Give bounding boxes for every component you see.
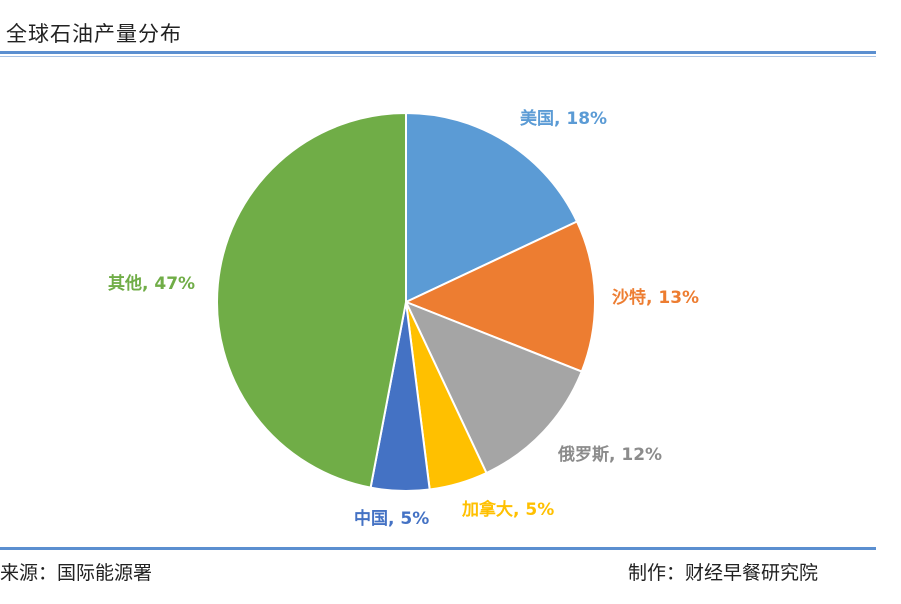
slice-label-2: 俄罗斯, 12% bbox=[557, 444, 662, 465]
pie-slice-1 bbox=[403, 220, 596, 373]
slice-label-5: 其他, 47% bbox=[108, 273, 195, 294]
slice-label-0: 美国, 18% bbox=[520, 108, 607, 129]
slice-label-4: 中国, 5% bbox=[354, 508, 429, 529]
chart-title: 全球石油产量分布 bbox=[6, 22, 182, 46]
slice-label-1: 沙特, 13% bbox=[612, 287, 699, 308]
pie-slice-0 bbox=[405, 111, 579, 304]
slice-label-3: 加拿大, 5% bbox=[461, 499, 554, 520]
header-divider bbox=[0, 51, 876, 54]
pie-slice-2 bbox=[404, 300, 584, 475]
pie-slice-5 bbox=[216, 111, 407, 489]
footer-divider bbox=[0, 547, 876, 550]
header-divider-thin bbox=[0, 56, 876, 57]
credit-note: 制作：财经早餐研究院 bbox=[628, 562, 819, 584]
source-note: 来源：国际能源署 bbox=[0, 562, 153, 584]
